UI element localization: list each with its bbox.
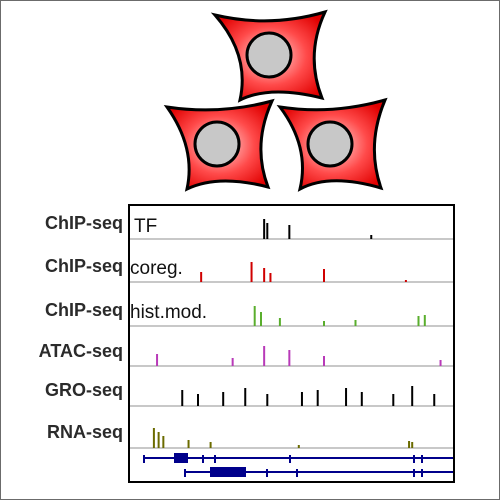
signal-peak (300, 392, 303, 406)
signal-peak (197, 394, 199, 406)
signal-peak (423, 315, 426, 326)
signal-peak (200, 272, 203, 282)
signal-peak (263, 268, 266, 282)
signal-peak (263, 219, 266, 239)
signal-peak (411, 442, 414, 448)
signal-peak (269, 273, 272, 282)
track-plots (130, 219, 453, 477)
signal-peak (323, 269, 325, 282)
inner-label-histmod: hist.mod. (130, 302, 208, 323)
signal-peak (209, 442, 212, 448)
signal-peak (323, 356, 325, 366)
track-label-chip-tf: ChIP-seq (44, 213, 123, 233)
gene-exon (210, 467, 246, 477)
cell-left (163, 98, 275, 192)
signal-peak (408, 441, 411, 448)
signal-peak (316, 390, 319, 406)
signal-peak (370, 235, 373, 239)
cell-illustration (163, 9, 388, 192)
signal-peak (157, 432, 160, 448)
inner-label-tf: TF (134, 216, 158, 237)
signal-peak (345, 388, 348, 406)
signal-peak (323, 321, 325, 326)
signal-peak (162, 436, 165, 448)
nucleus-top (245, 31, 293, 79)
track-2 (130, 306, 453, 327)
signal-peak (152, 428, 155, 448)
cell-right (276, 97, 388, 192)
track-3 (130, 346, 453, 367)
track-5 (130, 428, 453, 449)
track-label-chip-coreg: ChIP-seq (44, 256, 123, 276)
signal-peak (250, 262, 253, 282)
signal-peak (439, 360, 442, 366)
signal-peak (354, 320, 357, 326)
signal-peak (231, 358, 234, 366)
signal-peak (392, 394, 395, 406)
signal-peak (297, 445, 300, 448)
inner-label-coreg: coreg. (130, 258, 183, 279)
track-4 (130, 386, 453, 407)
signal-peak (244, 388, 247, 406)
signal-peak (411, 386, 414, 406)
signal-peak (288, 225, 291, 239)
nucleus-left (193, 120, 241, 168)
signal-peak (360, 392, 363, 406)
track-label-atac: ATAC-seq (38, 341, 123, 361)
track-label-gro: GRO-seq (44, 380, 123, 400)
cell-top (210, 9, 328, 103)
gene-exon (174, 453, 188, 463)
signal-peak (260, 312, 262, 326)
signal-peak (278, 318, 281, 326)
signal-peak (288, 350, 291, 366)
track-label-chip-histmod: ChIP-seq (44, 300, 123, 320)
signal-peak (404, 280, 407, 282)
signal-peak (187, 440, 190, 448)
signal-peak (417, 316, 420, 326)
genome-browser-panel: TF coreg. hist.mod. (128, 204, 455, 483)
signal-peak (266, 394, 269, 406)
signal-peak (266, 223, 269, 239)
signal-peak (433, 394, 436, 406)
nucleus-right (306, 120, 354, 168)
signal-peak (253, 306, 256, 326)
track-1 (130, 262, 453, 283)
track-label-rna: RNA-seq (46, 422, 123, 442)
signal-peak (263, 346, 266, 366)
gene-model (143, 453, 453, 477)
signal-peak (181, 390, 184, 406)
signal-peak (156, 354, 159, 366)
signal-peak (222, 392, 225, 406)
track-0 (130, 219, 453, 240)
